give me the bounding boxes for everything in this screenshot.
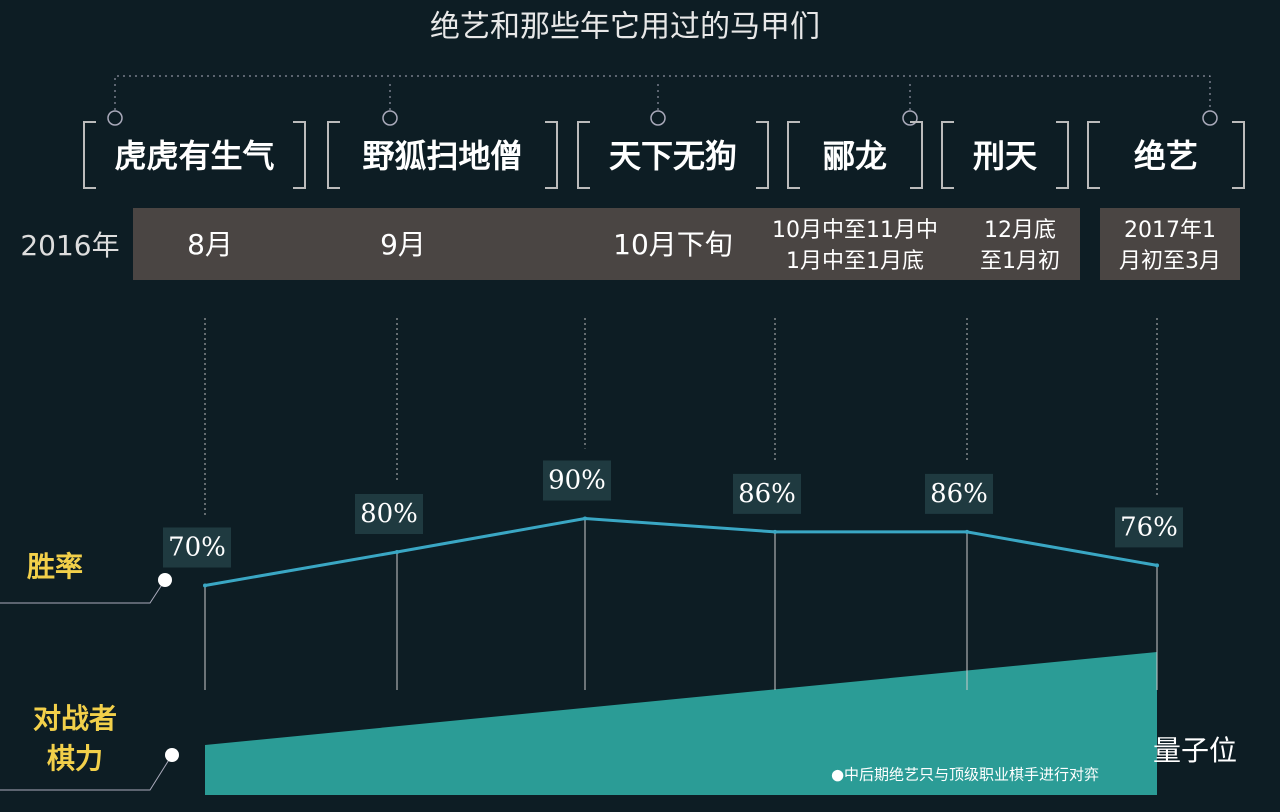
area-label: 对战者 xyxy=(33,702,117,735)
label-dot xyxy=(158,573,172,587)
period-label: 月初至3月 xyxy=(1119,249,1221,274)
period-label: 12月底 xyxy=(984,218,1056,243)
line xyxy=(204,516,1158,587)
value-box xyxy=(733,473,801,514)
point xyxy=(1155,563,1159,568)
value-label: 86% xyxy=(738,479,796,509)
value-box xyxy=(163,527,231,568)
value-label: 80% xyxy=(360,499,418,529)
account-name: 天下无狗 xyxy=(609,137,737,175)
connector xyxy=(389,80,911,110)
period-band xyxy=(133,208,1080,280)
series-label: 胜率 xyxy=(27,550,83,583)
name-bracket xyxy=(941,121,1069,189)
point xyxy=(583,516,587,521)
label-line xyxy=(0,579,166,604)
label-dot xyxy=(165,748,179,762)
point xyxy=(965,529,969,534)
account-name: 刑天 xyxy=(973,137,1037,175)
period-label: 8月 xyxy=(187,228,233,261)
point xyxy=(395,550,399,554)
point xyxy=(203,583,207,588)
connector xyxy=(114,75,1211,110)
period-label: 9月 xyxy=(380,228,426,261)
value-box xyxy=(925,473,993,514)
name-bracket xyxy=(787,121,923,189)
period-band xyxy=(1100,208,1240,280)
name-bracket xyxy=(577,121,769,189)
value-box xyxy=(355,494,423,534)
value-label: 90% xyxy=(548,466,606,496)
value-box xyxy=(543,460,611,501)
watermark: 量子位 xyxy=(1153,734,1237,767)
period-label: 1月中至1月底 xyxy=(786,249,924,274)
area-label: 棋力 xyxy=(47,742,103,775)
value-label: 86% xyxy=(930,479,988,509)
year-label: 2016年 xyxy=(20,229,119,262)
period-label: 10月下旬 xyxy=(613,228,733,261)
period-label: 2017年1 xyxy=(1124,218,1216,243)
account-name: 野狐扫地僧 xyxy=(362,137,522,175)
name-bracket xyxy=(83,121,306,189)
account-name: 绝艺 xyxy=(1134,137,1198,175)
account-name: 郦龙 xyxy=(823,137,887,175)
value-label: 70% xyxy=(168,533,226,563)
value-box xyxy=(1115,507,1183,548)
account-name: 虎虎有生气 xyxy=(114,137,274,175)
chart-title: 绝艺和那些年它用过的马甲们 xyxy=(430,10,820,45)
area xyxy=(205,652,1157,795)
value-label: 76% xyxy=(1120,512,1178,542)
note: ●中后期绝艺只与顶级职业棋手进行对弈 xyxy=(831,766,1099,784)
name-bracket xyxy=(327,121,558,189)
period-label: 至1月初 xyxy=(980,249,1060,274)
point xyxy=(773,529,777,534)
label-line xyxy=(0,754,173,791)
name-bracket xyxy=(1087,121,1245,189)
period-label: 10月中至11月中 xyxy=(772,218,938,243)
